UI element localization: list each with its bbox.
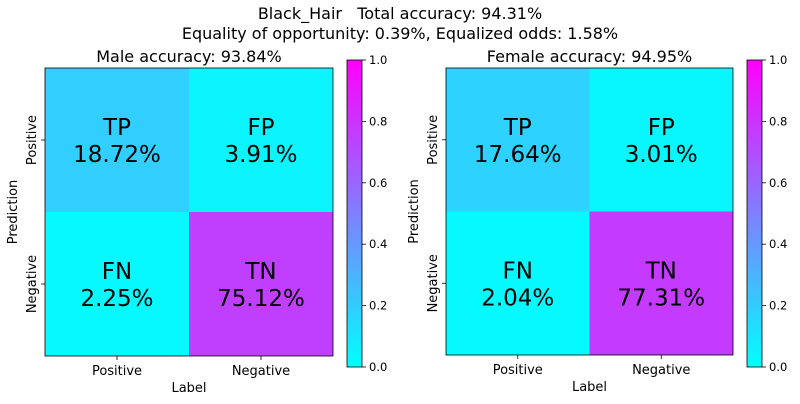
colorbar-tick-label: 0.4 (369, 237, 387, 251)
x-tick-label: Negative (232, 364, 290, 379)
cell-tn-name: TN (645, 258, 677, 284)
figure-title-line2: Equality of opportunity: 0.39%, Equalize… (182, 24, 618, 43)
colorbar-tick-label: 0.6 (769, 176, 787, 190)
colorbar-tick-label: 0.8 (369, 114, 387, 128)
x-tick-label: Negative (632, 363, 690, 378)
cell-tn-value: 75.12% (217, 286, 305, 312)
colorbar (746, 59, 763, 368)
cell-fn-name: FN (503, 258, 533, 284)
colorbar-tick-label: 0.0 (769, 360, 787, 374)
colorbar-tick-label: 0.8 (769, 114, 787, 128)
cell-tn-value: 77.31% (617, 285, 705, 311)
colorbar-tick-label: 0.0 (369, 360, 387, 374)
x-axis-label: Label (572, 380, 607, 395)
cell-tp (45, 68, 189, 212)
y-tick-label: Positive (25, 115, 40, 165)
axes-frame (44, 67, 334, 357)
colorbar-tick-label: 0.6 (369, 176, 387, 190)
y-tick-label: Positive (426, 115, 441, 165)
figure-title-line1: Black_Hair Total accuracy: 94.31% (258, 4, 542, 24)
cell-tp (446, 68, 590, 212)
panel-title: Male accuracy: 93.84% (96, 47, 282, 66)
cell-fp (589, 68, 733, 212)
cell-tn-name: TN (244, 259, 276, 285)
colorbar-tick-label: 1.0 (369, 53, 387, 67)
cell-fp (189, 68, 333, 212)
cell-tp-value: 18.72% (73, 142, 161, 168)
cell-tp-value: 17.64% (474, 142, 562, 168)
cell-tn (189, 212, 333, 356)
colorbar-tick-label: 0.2 (369, 299, 387, 313)
colorbar-tick-label: 0.2 (769, 299, 787, 313)
colorbar (346, 59, 363, 368)
y-tick-label: Negative (426, 254, 441, 312)
y-axis-label: Prediction (6, 180, 21, 245)
cell-fn-name: FN (102, 259, 132, 285)
cell-fn (45, 212, 189, 356)
cell-tp-name: TP (503, 115, 532, 141)
y-axis-label: Prediction (407, 179, 422, 244)
cell-fp-name: FP (648, 115, 675, 141)
cell-tn (589, 211, 733, 355)
x-axis-label: Label (171, 381, 206, 396)
cell-fn-value: 2.25% (80, 286, 153, 312)
cell-fp-value: 3.01% (625, 142, 698, 168)
cell-fp-value: 3.91% (224, 142, 297, 168)
axes-frame (445, 67, 734, 356)
cell-fn (446, 211, 590, 355)
x-tick-label: Positive (92, 364, 142, 379)
x-tick-label: Positive (493, 363, 543, 378)
cell-fp-name: FP (247, 115, 274, 141)
panel-title: Female accuracy: 94.95% (487, 47, 692, 66)
cell-tp-name: TP (102, 115, 131, 141)
colorbar-tick-label: 0.4 (769, 237, 787, 251)
cell-fn-value: 2.04% (481, 285, 554, 311)
colorbar-tick-label: 1.0 (769, 53, 787, 67)
y-tick-label: Negative (25, 255, 40, 313)
